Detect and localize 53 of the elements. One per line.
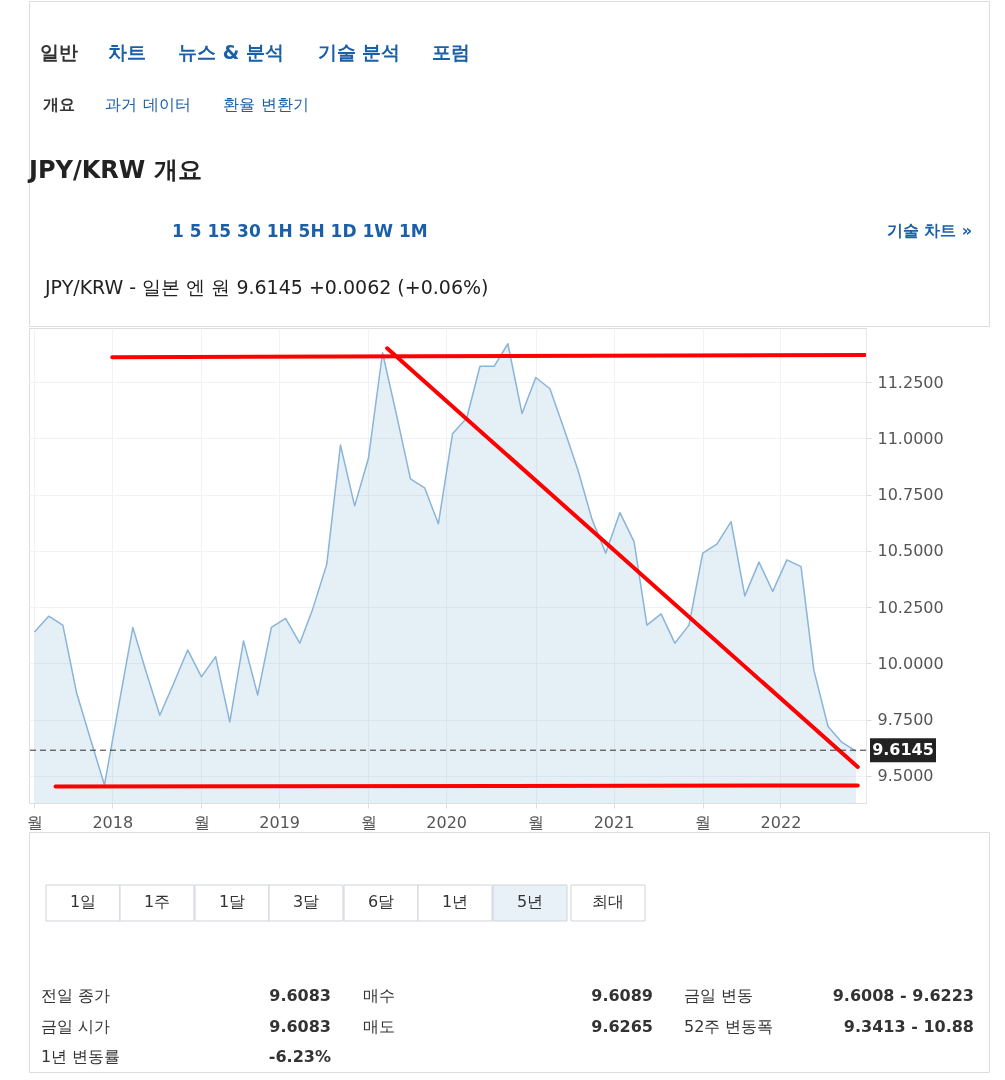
text: 9.6083 (269, 986, 331, 1005)
y-tick-label: 10.0000 (877, 653, 944, 673)
y-tick-label: 10.2500 (877, 597, 944, 617)
text: 9.6265 (591, 1017, 653, 1036)
text: 뉴스 & 분석 (178, 41, 284, 63)
text: 일반 (40, 41, 78, 63)
text: 기술 차트 » (886, 221, 972, 240)
text: 1일 (69, 892, 97, 911)
x-tick-label: 월 (26, 812, 43, 832)
chart-title: JPY/KRW 개요 (27, 156, 202, 184)
text: 최대 (592, 892, 624, 911)
text: 전일 종가 (41, 986, 111, 1005)
x-tick-label: 월 (695, 812, 712, 832)
text: 1주 (143, 892, 171, 911)
x-tick-label: 2018 (92, 812, 134, 832)
text: 매도 (363, 1017, 395, 1036)
y-tick-label: 10.5000 (877, 541, 944, 561)
text: 포럼 (432, 41, 470, 63)
x-tick-label: 2022 (760, 812, 802, 832)
text: 5년 (516, 892, 544, 911)
y-tick-label: 9.5000 (877, 766, 934, 786)
text: 금일 변동 (684, 986, 754, 1005)
text: 1 5 15 30 1H 5H 1D 1W 1M (172, 221, 428, 241)
x-tick-label: 2020 (426, 812, 467, 832)
text: 기술 분석 (317, 41, 401, 63)
text: 금일 시가 (41, 1017, 111, 1036)
text: 1달 (218, 892, 246, 911)
ref-line-label: 9.6145 (872, 740, 934, 760)
chart-subtitle: JPY/KRW - 일본 엔 원 9.6145 +0.0062 (+0.06%) (44, 276, 489, 298)
y-tick-label: 11.0000 (877, 428, 944, 448)
x-tick-label: 월 (528, 812, 545, 832)
text: 과거 데이터 (105, 95, 191, 114)
text: 1년 (441, 892, 469, 911)
y-tick-label: 9.7500 (877, 710, 934, 730)
text: 9.6089 (591, 986, 653, 1005)
text: 6달 (367, 892, 395, 911)
text: 9.3413 - 10.88 (843, 1017, 974, 1036)
text: 1년 변동률 (41, 1047, 121, 1066)
text: 9.6008 - 9.6223 (832, 986, 974, 1005)
text: 차트 (108, 41, 146, 63)
x-tick-label: 2019 (259, 812, 301, 832)
text: 환율 변환기 (223, 95, 309, 114)
y-tick-label: 10.7500 (877, 485, 944, 505)
text: 9.6083 (269, 1017, 331, 1036)
text: 매수 (363, 986, 395, 1005)
x-tick-label: 월 (360, 812, 377, 832)
x-tick-label: 월 (193, 812, 210, 832)
x-tick-label: 2021 (593, 812, 635, 832)
text: 개요 (43, 95, 75, 114)
text: 52주 변동폭 (684, 1017, 774, 1036)
y-tick-label: 11.2500 (877, 372, 944, 392)
text: 3달 (292, 892, 320, 911)
text: -6.23% (268, 1047, 331, 1066)
